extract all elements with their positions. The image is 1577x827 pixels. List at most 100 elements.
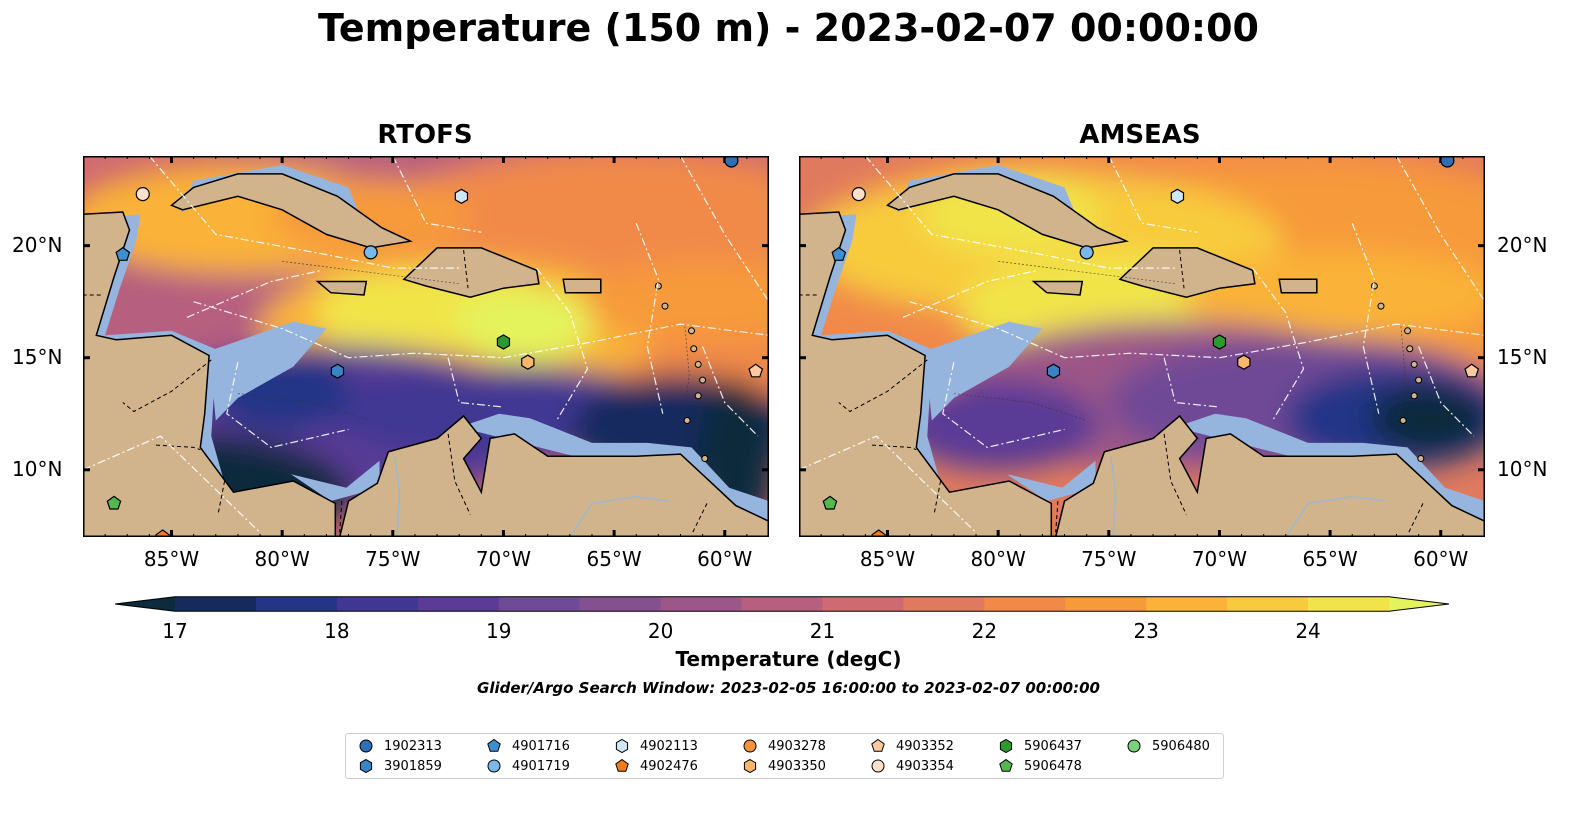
legend-label: 4903354 <box>896 758 954 774</box>
legend-label: 5906478 <box>1024 758 1082 774</box>
circle-marker-icon <box>871 759 885 773</box>
lat-tick-label: 20°N <box>12 232 63 257</box>
colorbar-bin <box>255 596 338 612</box>
lat-tick-label: 10°N <box>1497 456 1548 481</box>
float-legend: 1902313 3901859 4901716 4901719 4902113 49024… <box>345 733 1224 779</box>
lat-tick-label: 10°N <box>12 456 63 481</box>
float-marker-4903352 <box>1464 363 1480 378</box>
landmass <box>338 414 769 537</box>
colorbar-tick-label: 22 <box>971 619 998 643</box>
hexagon-marker-icon <box>615 738 629 754</box>
legend-item: 4903354 <box>870 757 954 775</box>
landmass <box>170 173 413 249</box>
circle-marker-icon <box>487 759 501 773</box>
legend-label: 4902113 <box>640 738 698 754</box>
landmass <box>402 247 540 298</box>
circle-marker-icon <box>1127 739 1141 753</box>
colorbar-tick-label: 18 <box>324 619 350 643</box>
colorbar-extend-low <box>115 596 175 612</box>
legend-label: 5906480 <box>1152 738 1210 754</box>
legend-item: 4901716 <box>486 737 570 755</box>
pentagon-marker-icon <box>487 738 501 752</box>
colorbar-bin <box>1146 596 1228 612</box>
float-marker-4901719 <box>1079 245 1094 260</box>
float-marker-4903350 <box>521 354 535 370</box>
legend-label: 1902313 <box>384 738 442 754</box>
legend-item: 4903350 <box>742 757 826 775</box>
legend-label: 5906437 <box>1024 738 1082 754</box>
legend-item: 4903278 <box>742 737 826 755</box>
lon-tick-label: 75°W <box>1081 547 1137 571</box>
pentagon-marker-icon <box>999 758 1013 772</box>
float-marker-4902113 <box>454 188 469 204</box>
panel-title-rtofs: RTOFS <box>377 120 473 150</box>
colorbar-bin <box>579 596 662 612</box>
circle-marker-icon <box>743 739 757 753</box>
lon-tick-label: 65°W <box>1302 547 1358 571</box>
legend-item: 5906478 <box>998 757 1082 775</box>
legend-item: 4901719 <box>486 757 570 775</box>
colorbar-bin <box>417 596 500 612</box>
colorbar-bin <box>984 596 1066 612</box>
landmass <box>1031 280 1084 296</box>
legend-label: 4902476 <box>640 758 698 774</box>
colorbar-bin <box>660 596 743 612</box>
legend-item: 3901859 <box>358 757 442 775</box>
float-marker-3901859 <box>330 363 345 379</box>
float-marker-1902313 <box>724 156 739 168</box>
colorbar-extend-high <box>1389 596 1449 612</box>
float-marker-4903350 <box>1237 354 1251 370</box>
colorbar-tick-label: 17 <box>162 619 188 643</box>
colorbar-bin <box>741 596 823 612</box>
legend-label: 4903350 <box>768 758 826 774</box>
float-marker-4903354 <box>851 186 866 202</box>
float-marker-4902113 <box>1170 188 1185 204</box>
colorbar-tick-label: 21 <box>809 619 836 643</box>
float-marker-5906478 <box>106 495 122 510</box>
figure-title: Temperature (150 m) - 2023-02-07 00:00:0… <box>317 6 1259 50</box>
colorbar-bin <box>1227 596 1309 612</box>
pentagon-marker-icon <box>871 738 885 752</box>
legend-label: 4901716 <box>512 738 570 754</box>
colorbar-bin <box>498 596 581 612</box>
colorbar-bin <box>1065 596 1147 612</box>
colorbar-bin <box>175 596 257 612</box>
lat-tick-label: 15°N <box>1497 344 1548 369</box>
colorbar-label: Temperature (degC) <box>675 647 902 671</box>
float-marker-4901719 <box>363 245 378 260</box>
legend-label: 4901719 <box>512 758 570 774</box>
legend-item: 4902113 <box>614 737 698 755</box>
colorbar-bin <box>336 596 419 612</box>
hexagon-marker-icon <box>359 758 373 774</box>
panel-title-amseas: AMSEAS <box>1079 120 1201 150</box>
map-canvas <box>83 156 769 537</box>
landmass <box>1118 247 1256 298</box>
legend-item: 4903352 <box>870 737 954 755</box>
colorbar-tick-label: 19 <box>485 619 512 643</box>
search-window-note: Glider/Argo Search Window: 2023-02-05 16… <box>477 679 1100 697</box>
lon-tick-label: 85°W <box>143 547 200 571</box>
legend-label: 3901859 <box>384 758 442 774</box>
float-marker-4903354 <box>135 186 150 202</box>
landmass <box>1278 278 1318 294</box>
lon-tick-label: 70°W <box>1191 547 1248 571</box>
lon-tick-label: 80°W <box>970 547 1026 571</box>
lon-tick-label: 80°W <box>254 547 310 571</box>
pentagon-marker-icon <box>615 758 629 772</box>
legend-item: 5906480 <box>1126 737 1210 755</box>
hexagon-marker-icon <box>743 758 757 774</box>
landmass <box>562 278 602 294</box>
legend-item: 4902476 <box>614 757 698 775</box>
rtofs-map <box>83 156 769 537</box>
landmass <box>1054 414 1485 537</box>
float-marker-4902476 <box>155 529 171 537</box>
colorbar-bin <box>903 596 985 612</box>
colorbar-bin <box>822 596 904 612</box>
legend-item: 1902313 <box>358 737 442 755</box>
float-marker-4903352 <box>748 363 764 378</box>
colorbar-tick-label: 23 <box>1133 619 1159 643</box>
float-marker-5906437 <box>496 334 511 350</box>
lon-tick-label: 65°W <box>586 547 642 571</box>
float-marker-4901716 <box>831 246 847 261</box>
float-marker-4901716 <box>115 246 131 261</box>
